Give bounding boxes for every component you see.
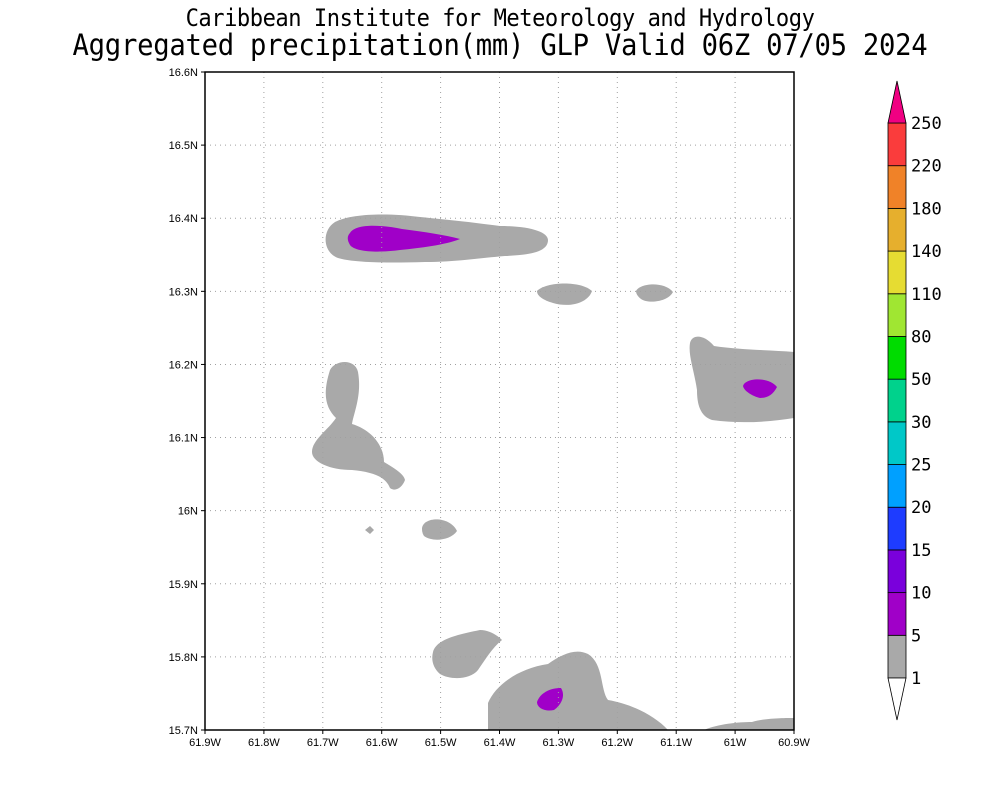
lat-tick-label: 15.8N (169, 652, 198, 664)
rain-area-southeast (704, 718, 794, 730)
colorbar-segment (887, 293, 907, 337)
colorbar-label: 50 (911, 370, 931, 390)
colorbar-label: 10 (911, 584, 931, 604)
colorbar-segment (887, 506, 907, 551)
institute-title: Caribbean Institute for Meteorology and … (185, 4, 815, 32)
colorbar-segment (887, 207, 907, 252)
lat-tick-label: 16.2N (169, 359, 198, 371)
rain-area-central-2 (636, 284, 673, 302)
colorbar-segment (887, 592, 907, 636)
rain-core-north (347, 225, 460, 252)
colorbar-segment (887, 421, 907, 465)
rain-area-southwest (432, 630, 502, 679)
lon-tick-label: 61W (724, 737, 747, 749)
rain-area-east (689, 336, 794, 423)
lon-tick-label: 61.3W (543, 737, 575, 749)
colorbar-label: 25 (911, 456, 931, 476)
colorbar-segment (887, 122, 907, 167)
colorbar-segment (887, 165, 907, 209)
rain-core-east (743, 379, 777, 398)
lat-tick-label: 16.6N (169, 67, 198, 79)
lat-tick-label: 16.4N (169, 213, 198, 225)
lon-tick-label: 61.8W (248, 737, 280, 749)
colorbar-label: 80 (911, 327, 931, 347)
colorbar-segment (887, 634, 907, 679)
colorbar-label: 180 (911, 199, 942, 219)
colorbar-label: 20 (911, 498, 931, 518)
colorbar-segment (887, 378, 907, 423)
lon-tick-label: 61.7W (307, 737, 339, 749)
colorbar-label: 220 (911, 157, 942, 177)
lon-axis: 61.9W 61.8W 61.7W 61.6W 61.5W 61.4W 61.3W 61.2W… (189, 730, 811, 749)
plot-background (205, 72, 794, 730)
lat-tick-label: 16.5N (169, 140, 198, 152)
rain-area-central-1 (537, 283, 592, 305)
lon-tick-label: 61.9W (189, 737, 221, 749)
lon-tick-label: 61.2W (601, 737, 633, 749)
rain-area-dot (365, 526, 374, 534)
colorbar-label: 5 (911, 626, 921, 646)
lat-tick-label: 15.9N (169, 579, 198, 591)
lon-tick-label: 61.4W (484, 737, 516, 749)
colorbar-label: 110 (911, 285, 942, 305)
lon-tick-label: 61.1W (660, 737, 692, 749)
colorbar-min-triangle (887, 677, 907, 721)
colorbar-label: 1 (911, 669, 921, 689)
map-grid (205, 72, 794, 730)
lon-tick-label: 60.9W (778, 737, 810, 749)
lat-tick-label: 16N (178, 506, 198, 518)
colorbar-label: 140 (911, 242, 942, 262)
lat-tick-label: 16.1N (169, 433, 198, 445)
rain-5-10-areas (347, 225, 777, 711)
lon-tick-label: 61.5W (425, 737, 457, 749)
lat-tick-label: 16.3N (169, 286, 198, 298)
colorbar-label: 30 (911, 413, 931, 433)
rain-area-small-south (422, 519, 457, 540)
product-title: Aggregated precipitation(mm) GLP Valid 0… (72, 28, 928, 62)
rain-area-south (488, 651, 668, 730)
colorbar-segment (887, 464, 907, 508)
colorbar-label: 15 (911, 541, 931, 561)
colorbar-segment (887, 336, 907, 380)
lat-axis: 16.6N 16.5N 16.4N 16.3N 16.2N 16.1N 16N 15.9N 15… (169, 67, 205, 737)
lat-tick-label: 15.7N (169, 725, 198, 737)
lon-tick-label: 61.6W (366, 737, 398, 749)
rain-core-south (537, 688, 564, 711)
colorbar-max-triangle (887, 80, 907, 124)
colorbar-label: 250 (911, 114, 942, 134)
colorbar-segment (887, 250, 907, 295)
colorbar-segment (887, 549, 907, 594)
